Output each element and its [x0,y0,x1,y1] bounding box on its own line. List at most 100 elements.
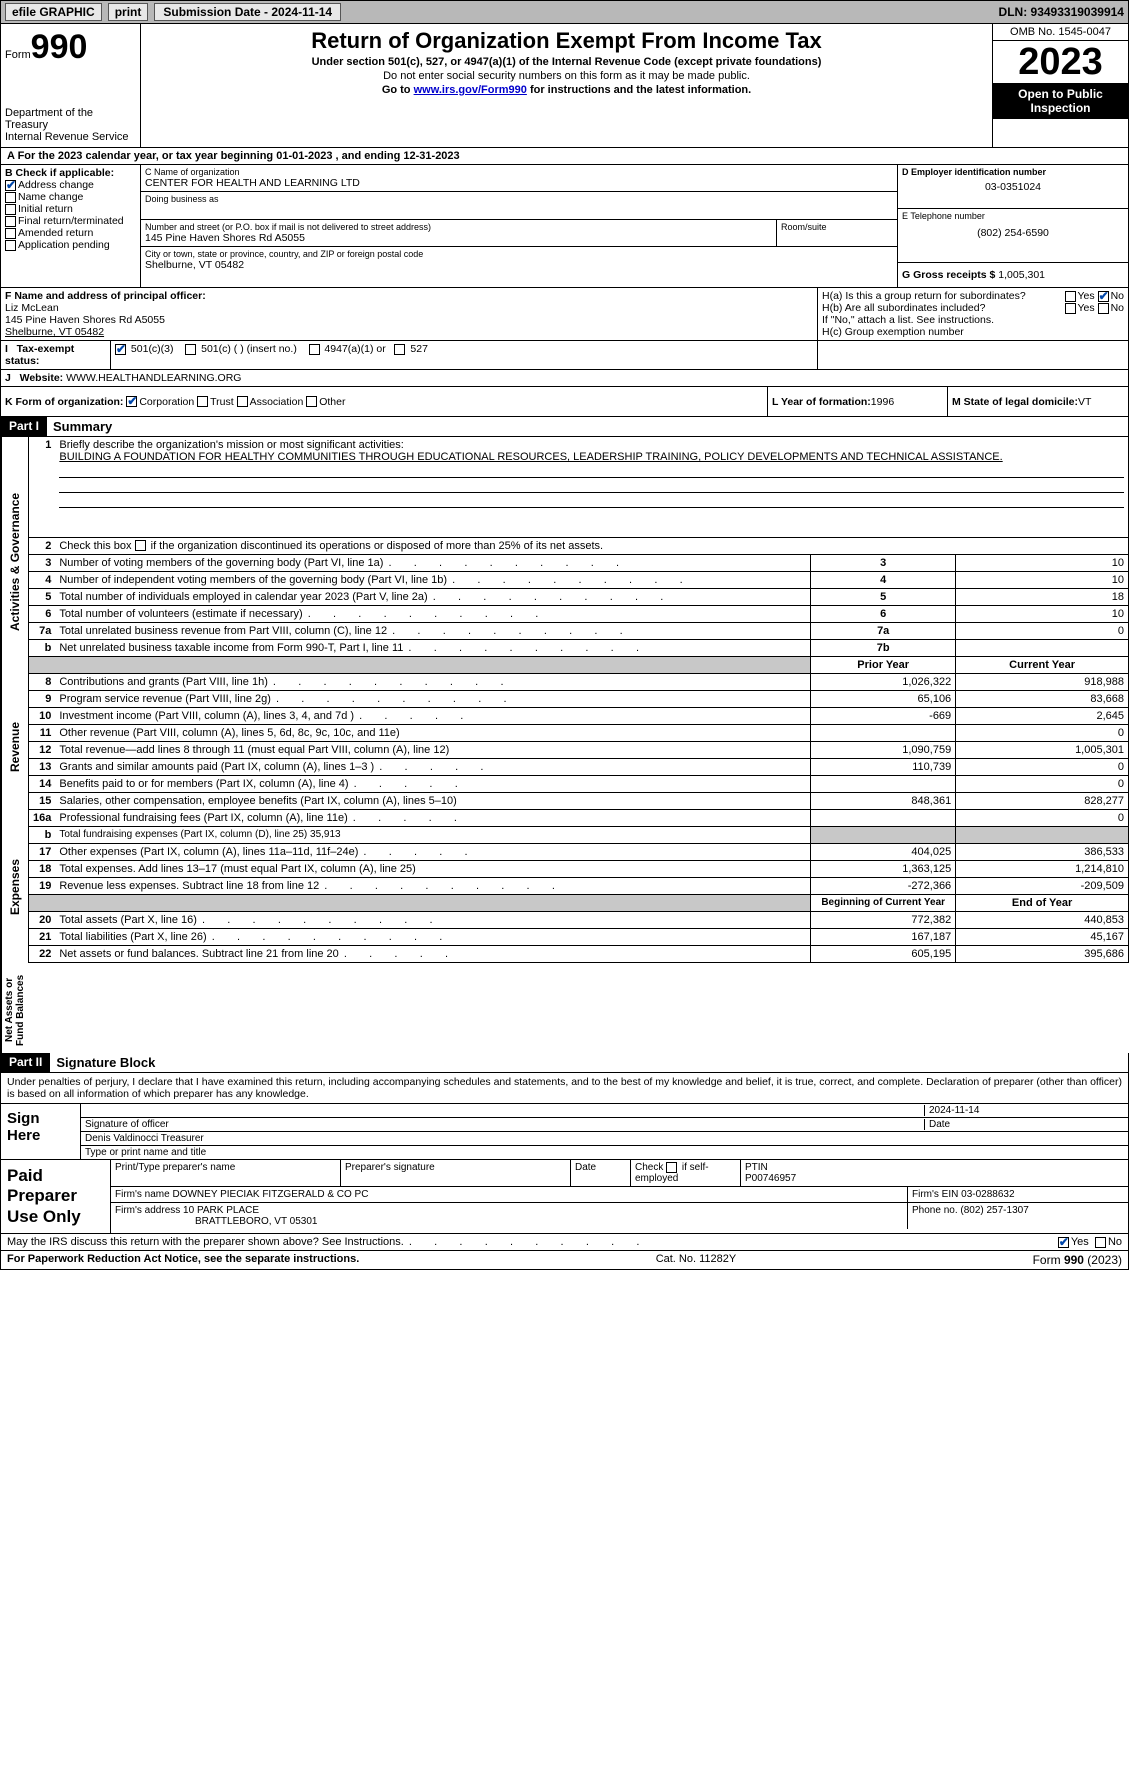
part1-header: Part I Summary [0,417,1129,437]
chk-final-return[interactable] [5,216,16,227]
form-number: 990 [31,28,88,66]
l8-prior: 1,026,322 [811,673,956,690]
box-i-label: I Tax-exempt status: [1,341,111,369]
l12-prior: 1,090,759 [811,741,956,758]
website-row: J Website: WWW.HEALTHANDLEARNING.ORG [0,370,1129,387]
chk-discuss-yes[interactable] [1058,1237,1069,1248]
phone-label: E Telephone number [902,211,1124,221]
l21-prior: 167,187 [811,928,956,945]
l6-val: 10 [956,605,1129,622]
chk-discuss-no[interactable] [1095,1237,1106,1248]
chk-4947[interactable] [309,344,320,355]
begcy-hdr: Beginning of Current Year [811,894,956,911]
l21-desc: Total liabilities (Part X, line 26) [55,928,810,945]
discuss-row: May the IRS discuss this return with the… [0,1234,1129,1251]
officer-group-block: F Name and address of principal officer:… [0,288,1129,341]
dln-number: DLN: 93493319039914 [999,5,1124,19]
l18-desc: Total expenses. Add lines 13–17 (must eq… [55,860,810,877]
prep-sig-label: Preparer's signature [341,1160,571,1186]
chk-app-pending[interactable] [5,240,16,251]
l19-curr: -209,509 [956,877,1129,894]
l15-prior: 848,361 [811,792,956,809]
firm-phone: (802) 257-1307 [960,1205,1028,1216]
l13-desc: Grants and similar amounts paid (Part IX… [55,758,810,775]
box-m: M State of legal domicile: VT [948,387,1128,416]
chk-501c[interactable] [185,344,196,355]
paid-preparer-label: Paid Preparer Use Only [1,1160,111,1233]
gross-receipts-label: G Gross receipts $ [902,269,998,281]
klm-row: K Form of organization: Corporation Trus… [0,387,1129,417]
box-h-placeholder [818,341,1128,369]
header-info-block: B Check if applicable: Address change Na… [0,165,1129,288]
firm-ein-label: Firm's EIN [912,1189,961,1200]
l22-desc: Net assets or fund balances. Subtract li… [55,945,810,962]
omb-number: OMB No. 1545-0047 [993,24,1128,41]
gross-receipts-value: 1,005,301 [998,269,1045,281]
org-name: CENTER FOR HEALTH AND LEARNING LTD [145,177,893,189]
chk-self-employed[interactable] [666,1162,677,1173]
street-value: 145 Pine Haven Shores Rd A5055 [145,232,772,244]
form-title-block: Return of Organization Exempt From Incom… [141,24,993,147]
sig-officer-label: Signature of officer [85,1119,924,1130]
l4-desc: Number of independent voting members of … [55,571,810,588]
chk-527[interactable] [394,344,405,355]
chk-other[interactable] [306,396,317,407]
part2-header: Part II Signature Block [0,1053,1129,1073]
chk-initial-return[interactable] [5,204,16,215]
chk-ha-no[interactable] [1098,291,1109,302]
street-label: Number and street (or P.O. box if mail i… [145,222,772,232]
l7a-val: 0 [956,622,1129,639]
l21-curr: 45,167 [956,928,1129,945]
l18-curr: 1,214,810 [956,860,1129,877]
l18-prior: 1,363,125 [811,860,956,877]
officer-addr2: Shelburne, VT 05482 [5,326,813,338]
ein-value: 03-0351024 [902,181,1124,193]
l9-prior: 65,106 [811,690,956,707]
l4-val: 10 [956,571,1129,588]
l7b-val [956,639,1129,656]
l20-curr: 440,853 [956,911,1129,928]
l5-desc: Total number of individuals employed in … [55,588,810,605]
sig-date-label: Date [924,1119,1124,1130]
officer-addr1: 145 Pine Haven Shores Rd A5055 [5,314,813,326]
l3-desc: Number of voting members of the governin… [55,554,810,571]
chk-address-change[interactable] [5,180,16,191]
l10-curr: 2,645 [956,707,1129,724]
l8-desc: Contributions and grants (Part VIII, lin… [55,673,810,690]
ein-label: D Employer identification number [902,167,1124,177]
l16a-desc: Professional fundraising fees (Part IX, … [55,809,810,826]
box-deg: D Employer identification number 03-0351… [898,165,1128,287]
chk-hb-yes[interactable] [1065,303,1076,314]
irs-link[interactable]: www.irs.gov/Form990 [414,84,527,96]
firm-name-label: Firm's name [115,1189,172,1200]
summary-section: Activities & Governance Revenue Expenses… [0,437,1129,1053]
box-k: K Form of organization: Corporation Trus… [1,387,768,416]
chk-trust[interactable] [197,396,208,407]
l20-prior: 772,382 [811,911,956,928]
l5-val: 18 [956,588,1129,605]
chk-ha-yes[interactable] [1065,291,1076,302]
chk-hb-no[interactable] [1098,303,1109,314]
room-label: Room/suite [781,222,893,232]
chk-corp[interactable] [126,396,137,407]
perjury-declaration: Under penalties of perjury, I declare th… [1,1073,1128,1104]
sig-date: 2024-11-14 [924,1105,1124,1116]
l13-curr: 0 [956,758,1129,775]
firm-name: DOWNEY PIECIAK FITZGERALD & CO PC [172,1189,368,1200]
tab-revenue: Revenue [1,687,28,807]
city-label: City or town, state or province, country… [145,249,893,259]
part2-title: Signature Block [50,1053,161,1072]
chk-line2[interactable] [135,540,146,551]
l7b-desc: Net unrelated business taxable income fr… [55,639,810,656]
city-value: Shelburne, VT 05482 [145,259,893,271]
l1-label: Briefly describe the organization's miss… [59,439,403,451]
chk-501c3[interactable] [115,344,126,355]
chk-name-change[interactable] [5,192,16,203]
footer-right: Form 990 (2023) [1033,1253,1122,1267]
l1-value: BUILDING A FOUNDATION FOR HEALTHY COMMUN… [59,451,1002,463]
chk-amended-return[interactable] [5,228,16,239]
print-button[interactable]: print [108,3,149,21]
chk-assoc[interactable] [237,396,248,407]
l11-curr: 0 [956,724,1129,741]
dba-label: Doing business as [145,194,893,204]
